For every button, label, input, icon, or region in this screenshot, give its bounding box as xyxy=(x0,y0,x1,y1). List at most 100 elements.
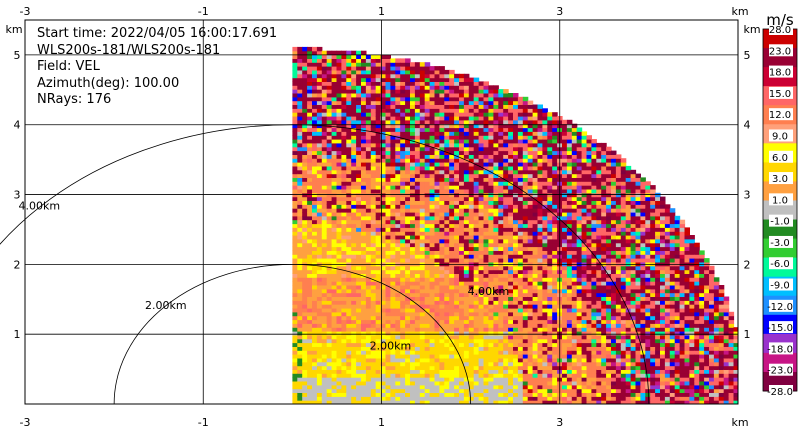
velocity-cell xyxy=(503,192,509,198)
velocity-cell xyxy=(463,300,470,305)
velocity-cell xyxy=(370,338,377,344)
velocity-cell xyxy=(326,323,333,328)
velocity-cell xyxy=(400,227,406,232)
velocity-cell xyxy=(503,300,509,305)
velocity-cell xyxy=(346,123,352,129)
velocity-cell xyxy=(297,208,303,213)
velocity-cell xyxy=(449,150,455,155)
velocity-cell xyxy=(292,354,298,359)
velocity-cell xyxy=(365,189,372,194)
velocity-cell xyxy=(439,357,445,363)
velocity-cell xyxy=(414,392,421,397)
velocity-cell xyxy=(361,346,367,351)
velocity-cell xyxy=(395,388,401,393)
velocity-cell xyxy=(365,196,372,201)
velocity-cell xyxy=(419,384,426,390)
velocity-cell xyxy=(302,269,308,274)
velocity-cell xyxy=(414,165,421,171)
velocity-cell xyxy=(527,334,534,340)
velocity-cell xyxy=(424,123,431,129)
velocity-cell xyxy=(463,177,470,182)
velocity-cell xyxy=(537,208,543,213)
velocity-cell xyxy=(434,269,440,274)
velocity-cell xyxy=(385,131,391,136)
velocity-cell xyxy=(331,242,338,248)
velocity-cell xyxy=(414,231,421,236)
velocity-cell xyxy=(351,296,357,301)
velocity-cell xyxy=(410,85,416,90)
velocity-cell xyxy=(331,292,338,297)
velocity-cell xyxy=(297,400,303,404)
velocity-cell xyxy=(400,242,406,248)
velocity-cell xyxy=(478,104,485,109)
velocity-cell xyxy=(312,300,318,305)
velocity-cell xyxy=(400,400,406,404)
velocity-cell xyxy=(331,346,338,351)
velocity-cell xyxy=(346,365,352,370)
velocity-cell xyxy=(395,162,401,167)
velocity-cell xyxy=(513,162,519,167)
velocity-cell xyxy=(527,319,534,324)
velocity-cell xyxy=(468,119,475,125)
velocity-cell xyxy=(429,127,436,132)
velocity-cell xyxy=(370,196,377,201)
velocity-cell xyxy=(321,77,328,82)
velocity-cell xyxy=(297,135,303,140)
velocity-cell xyxy=(527,177,534,182)
velocity-cell xyxy=(552,139,558,144)
velocity-cell xyxy=(380,327,387,332)
velocity-cell xyxy=(365,135,372,140)
velocity-cell xyxy=(424,311,431,317)
velocity-cell xyxy=(508,311,514,317)
velocity-cell xyxy=(410,288,416,294)
velocity-cell xyxy=(478,327,485,332)
velocity-cell xyxy=(414,146,421,152)
velocity-cell xyxy=(552,342,558,347)
velocity-cell xyxy=(370,81,377,86)
velocity-cell xyxy=(552,288,558,294)
velocity-cell xyxy=(454,357,460,363)
velocity-cell xyxy=(459,185,465,190)
velocity-cell xyxy=(566,189,573,194)
velocity-cell xyxy=(356,181,362,186)
velocity-cell xyxy=(513,334,519,340)
velocity-cell xyxy=(351,212,357,217)
velocity-cell xyxy=(552,388,558,393)
velocity-cell xyxy=(375,223,382,228)
velocity-cell xyxy=(473,127,480,132)
velocity-cell xyxy=(380,146,387,152)
velocity-cell xyxy=(517,177,524,182)
velocity-cell xyxy=(562,342,568,347)
velocity-cell xyxy=(385,396,391,401)
velocity-cell xyxy=(385,350,391,355)
velocity-cell xyxy=(459,269,465,274)
velocity-cell xyxy=(370,73,377,79)
velocity-cell xyxy=(312,269,318,274)
velocity-cell xyxy=(547,292,553,297)
velocity-cell xyxy=(459,323,465,328)
velocity-cell xyxy=(410,212,416,217)
velocity-cell xyxy=(429,254,436,259)
velocity-cell xyxy=(292,112,298,117)
velocity-cell xyxy=(444,212,450,217)
velocity-cell xyxy=(326,165,333,171)
velocity-cell xyxy=(434,250,440,255)
velocity-cell xyxy=(346,189,352,194)
velocity-cell xyxy=(336,354,342,359)
velocity-cell xyxy=(321,85,328,90)
velocity-cell xyxy=(532,119,539,125)
velocity-cell xyxy=(321,66,328,71)
velocity-cell xyxy=(459,104,465,109)
velocity-cell xyxy=(307,350,313,355)
velocity-cell xyxy=(346,81,352,86)
velocity-cell xyxy=(503,365,509,370)
velocity-cell xyxy=(419,254,426,259)
velocity-cell xyxy=(517,158,524,163)
velocity-cell xyxy=(307,285,313,290)
velocity-cell xyxy=(493,104,499,109)
velocity-cell xyxy=(444,277,450,282)
velocity-cell xyxy=(312,81,318,86)
velocity-cell xyxy=(390,300,396,305)
velocity-cell xyxy=(566,277,573,282)
velocity-cell xyxy=(547,354,553,359)
